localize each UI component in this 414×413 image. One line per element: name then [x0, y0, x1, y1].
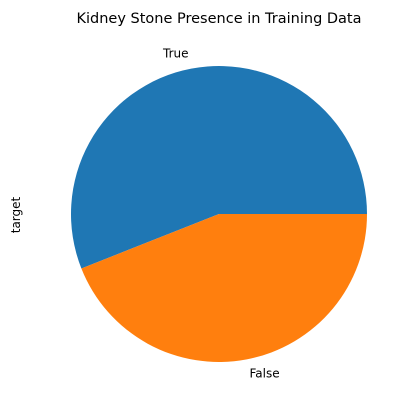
slice-labels: True False [162, 47, 280, 381]
pie-slice-false [81, 214, 367, 363]
pie-slice-true [71, 66, 368, 269]
chart-title: Kidney Stone Presence in Training Data [76, 11, 361, 27]
y-axis-label: target [9, 196, 23, 233]
slice-label-false: False [250, 366, 280, 380]
slice-label-true: True [162, 47, 189, 61]
pie-slices [71, 66, 368, 363]
